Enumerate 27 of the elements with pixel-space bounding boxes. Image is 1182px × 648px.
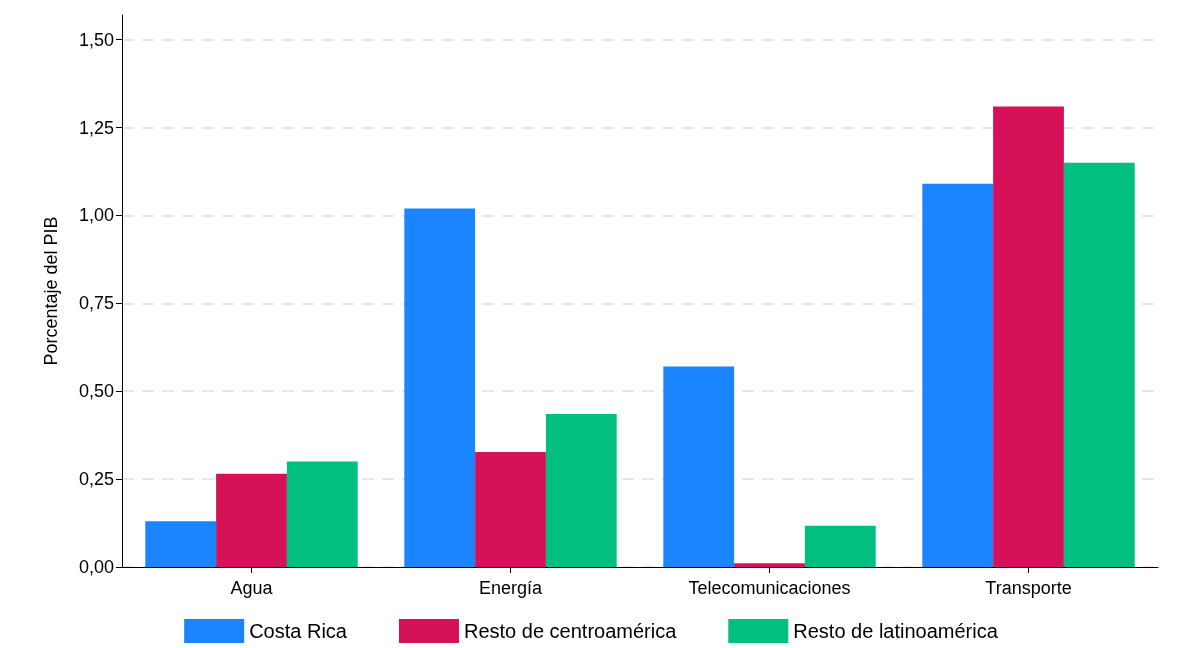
bar — [216, 473, 287, 567]
bar — [663, 366, 735, 567]
y-tick-label: 1,00 — [78, 205, 114, 226]
legend-label: Resto de latinoamérica — [793, 620, 999, 642]
bar — [286, 461, 358, 567]
x-tick-label: Telecomunicaciones — [688, 578, 851, 598]
legend-label: Costa Rica — [249, 620, 348, 642]
y-tick-label: 0,75 — [78, 293, 114, 314]
y-tick-label: 0,00 — [78, 557, 114, 577]
bar — [734, 563, 805, 567]
x-tick-label: Transporte — [985, 578, 1072, 598]
bar — [545, 414, 617, 567]
y-tick-label: 1,50 — [78, 29, 114, 50]
bar — [404, 208, 476, 567]
bar — [993, 106, 1064, 567]
x-tick-label: Agua — [230, 578, 274, 598]
x-tick-label: Energía — [478, 578, 544, 598]
y-tick-label: 0,50 — [78, 381, 114, 402]
y-tick-label: 1,25 — [78, 117, 114, 138]
bar — [475, 452, 546, 567]
bar — [804, 525, 876, 567]
bar — [1063, 162, 1135, 567]
bar — [922, 183, 994, 567]
y-tick-label: 0,25 — [78, 469, 114, 490]
legend-label: Resto de centroamérica — [463, 620, 678, 642]
bar — [145, 521, 217, 567]
y-axis-title: Porcentaje del PIB — [41, 216, 61, 366]
